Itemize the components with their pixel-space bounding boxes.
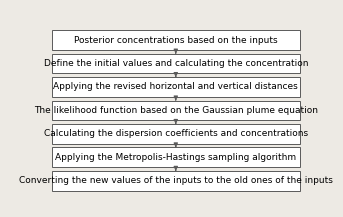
Text: Applying the revised horizontal and vertical distances: Applying the revised horizontal and vert… — [54, 82, 298, 92]
FancyBboxPatch shape — [51, 171, 300, 191]
Text: The likelihood function based on the Gaussian plume equation: The likelihood function based on the Gau… — [34, 106, 318, 115]
Text: Applying the Metropolis-Hastings sampling algorithm: Applying the Metropolis-Hastings samplin… — [55, 153, 296, 162]
FancyBboxPatch shape — [51, 77, 300, 97]
Text: Converting the new values of the inputs to the old ones of the inputs: Converting the new values of the inputs … — [19, 176, 333, 185]
FancyBboxPatch shape — [51, 124, 300, 144]
FancyBboxPatch shape — [51, 148, 300, 167]
Text: Posterior concentrations based on the inputs: Posterior concentrations based on the in… — [74, 36, 277, 44]
Text: Define the initial values and calculating the concentration: Define the initial values and calculatin… — [44, 59, 308, 68]
FancyBboxPatch shape — [51, 30, 300, 50]
FancyBboxPatch shape — [51, 100, 300, 120]
FancyBboxPatch shape — [51, 54, 300, 73]
Text: Calculating the dispersion coefficients and concentrations: Calculating the dispersion coefficients … — [44, 129, 308, 138]
